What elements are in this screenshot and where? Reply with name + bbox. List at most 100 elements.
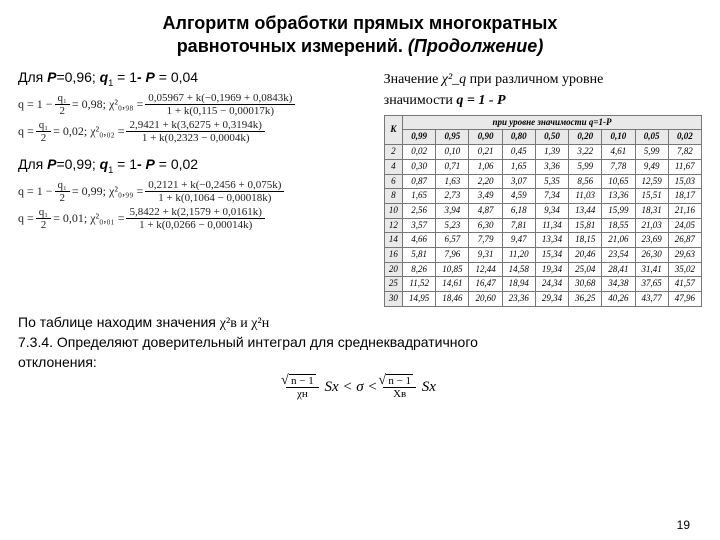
table-cell: 28,41	[602, 262, 635, 277]
table-cell: 10,65	[602, 174, 635, 189]
table-cell: 5,81	[403, 247, 436, 262]
lhs: q = 1 −	[18, 95, 53, 114]
case-096-line: Для P=0,96; q1 = 1- P = 0,04	[18, 69, 374, 88]
den: 1 + k(0,0266 − 0,00014k)	[126, 219, 264, 231]
txt: при различном уровне	[466, 72, 603, 87]
table-cell: 7,81	[502, 218, 535, 233]
table-cell: 13,44	[569, 203, 602, 218]
table-cell: 1,63	[436, 174, 469, 189]
txt: значимости	[384, 93, 457, 108]
table-cell: 25,04	[569, 262, 602, 277]
table-row: 40,300,711,061,653,365,997,789,4911,67	[384, 159, 701, 174]
col-header: 0,02	[668, 130, 701, 145]
table-cell: 18,94	[502, 277, 535, 292]
col-header: 0,20	[569, 130, 602, 145]
table-cell: 7,79	[469, 233, 502, 248]
col-header: 0,95	[436, 130, 469, 145]
mid: Sx < σ <	[325, 379, 382, 395]
dashP: - P	[137, 69, 155, 85]
table-cell: 23,36	[502, 292, 535, 307]
num: q₁	[36, 119, 51, 132]
table-cell: 13,34	[535, 233, 568, 248]
title-line1: Алгоритм обработки прямых многократных	[163, 13, 558, 33]
content-row: Для P=0,96; q1 = 1- P = 0,04 q = 1 − q₁2…	[18, 69, 702, 307]
table-cell: 4,66	[403, 233, 436, 248]
table-cell: 10	[384, 203, 402, 218]
table-cell: 3,57	[403, 218, 436, 233]
table-cell: 20,60	[469, 292, 502, 307]
X-high: Xв	[383, 388, 416, 400]
table-cell: 1,65	[403, 189, 436, 204]
table-cell: 5,99	[569, 159, 602, 174]
end: Sx	[422, 379, 436, 395]
table-cell: 25	[384, 277, 402, 292]
table-row: 81,652,733,494,597,3411,0313,3615,5118,1…	[384, 189, 701, 204]
chi-low: χн	[286, 388, 319, 400]
table-cell: 29,34	[535, 292, 568, 307]
txt: = 1	[113, 156, 137, 172]
table-row: 102,563,944,876,189,3413,4415,9918,3121,…	[384, 203, 701, 218]
table-cell: 3,22	[569, 145, 602, 160]
table-cell: 29,63	[668, 247, 701, 262]
table-cell: 11,52	[403, 277, 436, 292]
table-cell: 13,36	[602, 189, 635, 204]
table-cell: 1,65	[502, 159, 535, 174]
table-cell: 15,99	[602, 203, 635, 218]
table-cell: 16	[384, 247, 402, 262]
table-cell: 11,67	[668, 159, 701, 174]
table-cell: 4,87	[469, 203, 502, 218]
table-cell: 4,59	[502, 189, 535, 204]
table-cell: 23,54	[602, 247, 635, 262]
num: 0,2121 + k(−0,2456 + 0,075k)	[145, 179, 284, 192]
table-cell: 5,23	[436, 218, 469, 233]
table-cell: 3,49	[469, 189, 502, 204]
table-cell: 7,78	[602, 159, 635, 174]
col-header: 0,90	[469, 130, 502, 145]
col-k: K	[384, 115, 402, 144]
txt: = 0,02	[155, 156, 198, 172]
table-cell: 34,38	[602, 277, 635, 292]
num: q₁	[55, 179, 70, 192]
table-row: 2511,5214,6116,4718,9424,3430,6834,3837,…	[384, 277, 701, 292]
bottom-text: По таблице находим значения χ²в и χ²н 7.…	[18, 313, 702, 373]
table-cell: 21,06	[602, 233, 635, 248]
table-cell: 40,26	[602, 292, 635, 307]
col-header: 0,50	[535, 130, 568, 145]
table-body: 20,020,100,210,451,393,224,615,997,8240,…	[384, 145, 701, 307]
table-cell: 18,46	[436, 292, 469, 307]
eqchi: = 0,02; χ²₀,₀₂ =	[53, 122, 124, 141]
table-cell: 6,30	[469, 218, 502, 233]
table-cell: 41,57	[668, 277, 701, 292]
table-cell: 5,99	[635, 145, 668, 160]
table-cell: 6	[384, 174, 402, 189]
formula-099a: q = 1 − q₁2 = 0,99; χ²₀,₉₉ = 0,2121 + k(…	[18, 179, 374, 204]
table-cell: 0,30	[403, 159, 436, 174]
q: q	[100, 156, 109, 172]
table-cell: 2,73	[436, 189, 469, 204]
table-cell: 3,94	[436, 203, 469, 218]
table-cell: 0,10	[436, 145, 469, 160]
eqchi: = 0,01; χ²₀,₀₁ =	[53, 209, 124, 228]
table-row: 60,871,632,203,075,358,5610,6512,5915,03	[384, 174, 701, 189]
table-cell: 6,57	[436, 233, 469, 248]
table-cell: 26,30	[635, 247, 668, 262]
num: 2,9421 + k(3,6275 + 0,3194k)	[126, 119, 264, 132]
table-cell: 10,85	[436, 262, 469, 277]
table-cell: 9,34	[535, 203, 568, 218]
table-cell: 2	[384, 145, 402, 160]
slide-title: Алгоритм обработки прямых многократных р…	[18, 12, 702, 59]
formula-098: q = 1 − q₁2 = 0,98; χ²₀,₉₈ = 0,05967 + k…	[18, 92, 374, 117]
col-header: 0,10	[602, 130, 635, 145]
table-cell: 12	[384, 218, 402, 233]
table-cell: 14	[384, 233, 402, 248]
table-cell: 23,69	[635, 233, 668, 248]
txt: Для	[18, 69, 47, 85]
title-line2b: (Продолжение)	[408, 36, 543, 56]
table-row: 20,020,100,210,451,393,224,615,997,82	[384, 145, 701, 160]
table-cell: 9,49	[635, 159, 668, 174]
txt: Для	[18, 156, 47, 172]
table-cell: 11,20	[502, 247, 535, 262]
table-cell: 21,03	[635, 218, 668, 233]
table-cell: 5,35	[535, 174, 568, 189]
q: q	[100, 69, 109, 85]
